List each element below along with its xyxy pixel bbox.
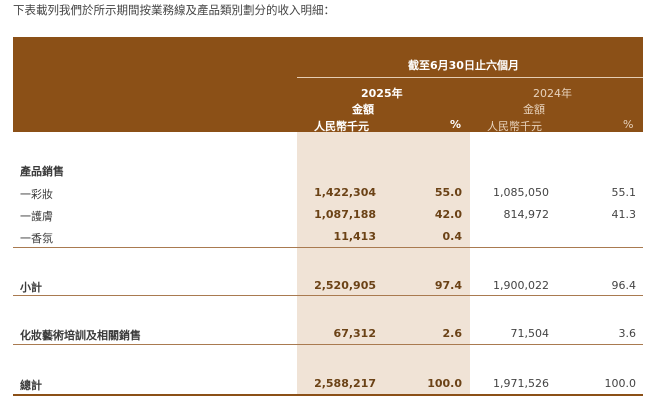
pct-2024-cell: 100.0 — [604, 377, 637, 390]
pct-2024-header: % — [623, 118, 634, 131]
header-divider — [297, 77, 643, 78]
year-2025: 2025年 — [361, 87, 403, 100]
amount-2025-cell: 1,422,304 — [314, 186, 376, 199]
unit-2025: 人民幣千元 — [314, 120, 369, 133]
row-label: 一彩妝 — [20, 188, 53, 201]
intro-text: 下表載列我們於所示期間按業務線及產品類別劃分的收入明細： — [13, 3, 335, 17]
pct-2025-header: % — [450, 118, 462, 131]
row-label: 一香氛 — [20, 232, 53, 245]
amount-2024: 金額 — [523, 103, 545, 116]
amount-2024-cell: 1,085,050 — [493, 186, 549, 199]
highlight-column-2025 — [297, 132, 470, 395]
amount-2024-cell: 814,972 — [503, 208, 550, 221]
pct-2025-cell: 55.0 — [434, 186, 462, 199]
amount-2025-cell: 67,312 — [333, 327, 376, 340]
row-label: 總計 — [20, 379, 42, 392]
amount-2025: 金額 — [352, 103, 374, 116]
pct-2024-cell: 96.4 — [611, 279, 637, 292]
pct-2025-cell: 97.4 — [434, 279, 462, 292]
pct-2025-cell: 42.0 — [434, 208, 462, 221]
amount-2024-cell: 71,504 — [510, 327, 550, 340]
rule — [13, 344, 643, 345]
amount-2025-cell: 2,520,905 — [314, 279, 376, 292]
pct-2025-cell: 100.0 — [427, 377, 462, 390]
table-header — [13, 37, 643, 132]
pct-2024-cell: 41.3 — [611, 208, 637, 221]
year-2024: 2024年 — [533, 87, 572, 100]
pct-2024-cell: 3.6 — [618, 327, 637, 340]
pct-2024-cell: 55.1 — [611, 186, 637, 199]
pct-2025-cell: 2.6 — [442, 327, 463, 340]
section-product-sales: 產品銷售 — [20, 165, 64, 178]
row-label: 一護膚 — [20, 210, 53, 223]
amount-2025-cell: 1,087,188 — [314, 208, 376, 221]
amount-2025-cell: 11,413 — [333, 230, 376, 243]
amount-2024-cell: 1,900,022 — [493, 279, 549, 292]
unit-2024: 人民幣千元 — [487, 120, 542, 133]
row-label: 小計 — [20, 281, 42, 294]
period-heading: 截至6月30日止六個月 — [408, 59, 519, 72]
pct-2025-cell: 0.4 — [442, 230, 463, 243]
amount-2024-cell: 1,971,526 — [493, 377, 549, 390]
row-label: 化妝藝術培訓及相關銷售 — [20, 329, 141, 342]
double-rule — [13, 394, 643, 396]
rule — [13, 247, 643, 248]
rule — [13, 295, 643, 296]
amount-2025-cell: 2,588,217 — [314, 377, 376, 390]
